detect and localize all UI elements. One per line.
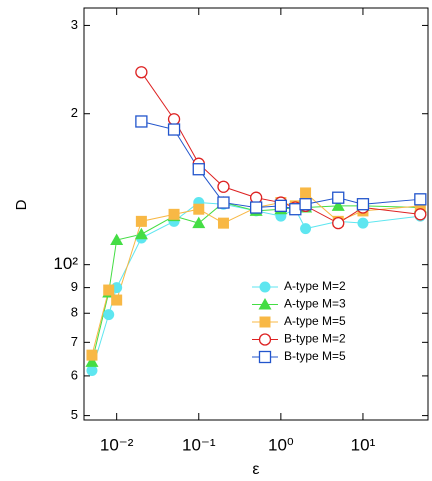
data-point	[414, 208, 427, 221]
y-tick-label: 5	[71, 407, 78, 422]
data-point	[299, 198, 312, 211]
y-tick-label: 10²	[53, 254, 78, 273]
data-point	[357, 217, 369, 229]
data-point	[332, 191, 345, 204]
legend-label: B-type M=2	[284, 332, 346, 346]
data-point	[300, 187, 312, 199]
y-tick-label: 6	[71, 367, 78, 382]
legend-label: A-type M=5	[284, 314, 346, 328]
legend-marker	[259, 316, 271, 328]
legend-marker	[258, 298, 272, 310]
data-point	[332, 217, 345, 230]
plot-frame	[83, 7, 429, 421]
data-point	[217, 196, 230, 209]
legend-label: A-type M=3	[284, 297, 346, 311]
y-tick-label: 7	[71, 334, 78, 349]
data-point	[331, 199, 345, 211]
data-point	[249, 201, 263, 214]
data-point	[217, 180, 230, 193]
data-point	[167, 113, 181, 126]
x-tick-label: 10¹	[351, 435, 376, 454]
data-point	[217, 217, 229, 229]
data-point	[192, 163, 205, 176]
data-point	[103, 284, 115, 296]
data-point	[167, 123, 181, 136]
legend-label: B-type M=5	[284, 349, 346, 363]
data-point	[274, 199, 288, 213]
y-tick-label: 9	[71, 279, 78, 294]
data-point	[85, 355, 99, 367]
series-line	[91, 202, 421, 362]
data-point	[134, 227, 148, 240]
legend-marker	[258, 333, 272, 346]
data-point	[192, 216, 206, 229]
data-point	[86, 349, 98, 361]
data-point	[356, 198, 370, 211]
data-point	[103, 309, 115, 321]
y-tick-label: 8	[71, 305, 78, 320]
data-point	[193, 203, 205, 215]
data-point	[414, 193, 427, 206]
legend-label: A-type M=2	[284, 279, 346, 293]
data-point	[300, 223, 312, 235]
legend-marker	[258, 350, 272, 364]
data-point	[135, 115, 148, 128]
data-point	[111, 294, 123, 306]
x-tick-label: 10⁻²	[100, 435, 134, 454]
data-point	[110, 233, 124, 245]
data-point	[168, 208, 180, 220]
x-axis-label: ε	[252, 461, 259, 478]
data-point	[414, 200, 426, 212]
data-point	[86, 365, 98, 377]
x-tick-label: 10⁰	[268, 435, 294, 454]
y-tick-label: 3	[71, 17, 78, 32]
data-point	[289, 203, 302, 216]
data-point	[135, 215, 147, 227]
series-line	[141, 120, 421, 210]
x-tick-label: 10⁻¹	[182, 435, 216, 454]
legend-marker	[259, 281, 271, 293]
y-axis-label: D	[13, 199, 30, 210]
y-tick-label: 2	[71, 105, 78, 120]
data-point	[135, 66, 148, 79]
